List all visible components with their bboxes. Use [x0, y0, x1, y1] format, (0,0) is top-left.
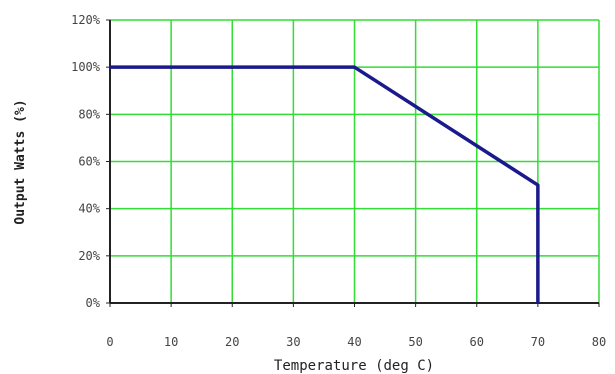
- x-tick-labels: 0 10 20 30 40 50 60 70 80: [106, 335, 606, 349]
- y-tick-label: 20%: [78, 249, 100, 263]
- x-tick-label: 70: [531, 335, 545, 349]
- series-layer: [110, 65, 540, 303]
- y-tick-label: 80%: [78, 107, 100, 121]
- x-tick-label: 40: [347, 335, 361, 349]
- y-axis-title: Output Watts (%): [13, 99, 28, 224]
- x-axis-title: Temperature (deg C): [274, 358, 434, 374]
- series-line-derating: [110, 65, 540, 303]
- x-tick-label: 50: [408, 335, 422, 349]
- y-tick-labels: 0% 20% 40% 60% 80% 100% 120%: [71, 13, 101, 310]
- x-tick-label: 10: [164, 335, 178, 349]
- x-tick-label: 80: [592, 335, 606, 349]
- y-tick-label: 0%: [86, 296, 101, 310]
- x-tick-label: 0: [106, 335, 113, 349]
- x-tick-label: 20: [225, 335, 239, 349]
- y-tick-label: 100%: [71, 60, 101, 74]
- y-tick-label: 120%: [71, 13, 101, 27]
- x-tick-label: 30: [286, 335, 300, 349]
- y-tick-label: 40%: [78, 202, 100, 216]
- y-tick-label: 60%: [78, 155, 100, 169]
- x-tick-label: 60: [470, 335, 484, 349]
